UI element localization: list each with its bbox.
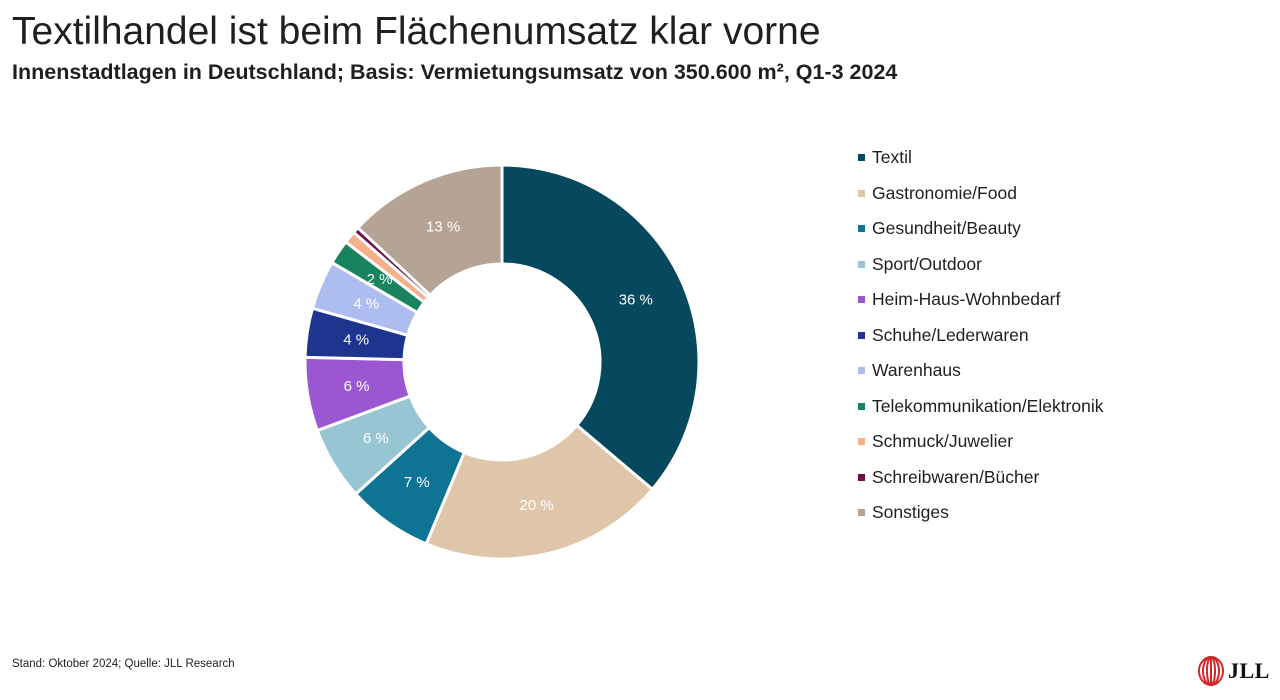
legend-item-textil: Textil bbox=[858, 140, 1104, 176]
legend-label: Gesundheit/Beauty bbox=[872, 218, 1021, 239]
legend-item-heim-haus-wohnbedarf: Heim-Haus-Wohnbedarf bbox=[858, 282, 1104, 318]
slice-textil bbox=[500, 163, 701, 492]
legend-label: Gastronomie/Food bbox=[872, 182, 1017, 203]
legend-swatch bbox=[858, 367, 865, 375]
legend-swatch bbox=[858, 509, 865, 517]
legend-item-sonstiges: Sonstiges bbox=[858, 495, 1104, 531]
legend-swatch bbox=[858, 438, 865, 446]
donut-chart: 36 % 20 % 7 % 6 % 6 % 4 % 4 % 2 % 13 % bbox=[303, 163, 701, 561]
data-label-sonstiges: 13 % bbox=[426, 218, 460, 235]
data-label-textil: 36 % bbox=[619, 291, 653, 308]
legend-swatch bbox=[858, 189, 865, 197]
jll-logo-text: JLL bbox=[1228, 658, 1270, 683]
legend-label: Schreibwaren/Bücher bbox=[872, 466, 1040, 487]
data-label-telekommunikation-elektronik: 2 % bbox=[367, 271, 393, 288]
data-label-gesundheit-beauty: 7 % bbox=[404, 474, 430, 491]
legend-label: Textil bbox=[872, 147, 912, 168]
data-label-heim-haus-wohnbedarf: 6 % bbox=[344, 378, 370, 395]
legend-label: Sport/Outdoor bbox=[872, 253, 982, 274]
legend-item-schreibwaren-b-cher: Schreibwaren/Bücher bbox=[858, 460, 1104, 496]
legend-swatch bbox=[858, 154, 865, 162]
legend-label: Telekommunikation/Elektronik bbox=[872, 395, 1104, 416]
legend-swatch bbox=[858, 225, 865, 233]
chart-title: Textilhandel ist beim Flächenumsatz klar… bbox=[12, 10, 821, 53]
legend-label: Heim-Haus-Wohnbedarf bbox=[872, 289, 1061, 310]
source-note: Stand: Oktober 2024; Quelle: JLL Researc… bbox=[12, 658, 235, 670]
legend-item-warenhaus: Warenhaus bbox=[858, 353, 1104, 389]
legend-item-telekommunikation-elektronik: Telekommunikation/Elektronik bbox=[858, 389, 1104, 425]
legend-label: Warenhaus bbox=[872, 360, 961, 381]
donut-slices bbox=[303, 163, 701, 561]
legend-label: Schuhe/Lederwaren bbox=[872, 324, 1029, 345]
jll-logo: JLL bbox=[1198, 656, 1270, 686]
legend-item-schuhe-lederwaren: Schuhe/Lederwaren bbox=[858, 318, 1104, 354]
chart-subtitle: Innenstadtlagen in Deutschland; Basis: V… bbox=[12, 60, 898, 84]
legend-label: Sonstiges bbox=[872, 502, 949, 523]
data-label-schuhe-lederwaren: 4 % bbox=[343, 331, 369, 348]
slice-sonstiges bbox=[355, 163, 504, 298]
legend-swatch bbox=[858, 473, 865, 481]
chart-legend: Textil Gastronomie/Food Gesundheit/Beauty S… bbox=[858, 140, 1104, 531]
jll-logo-icon bbox=[1198, 656, 1224, 686]
data-label-sport-outdoor: 6 % bbox=[363, 430, 389, 447]
legend-item-gesundheit-beauty: Gesundheit/Beauty bbox=[858, 211, 1104, 247]
legend-swatch bbox=[858, 296, 865, 304]
donut-data-labels: 36 % 20 % 7 % 6 % 6 % 4 % 4 % 2 % 13 % bbox=[343, 218, 653, 514]
data-label-warenhaus: 4 % bbox=[353, 296, 379, 313]
data-label-gastronomie-food: 20 % bbox=[520, 497, 554, 514]
legend-item-schmuck-juwelier: Schmuck/Juwelier bbox=[858, 424, 1104, 460]
slice-gastronomie-food bbox=[424, 423, 655, 561]
legend-swatch bbox=[858, 402, 865, 410]
legend-label: Schmuck/Juwelier bbox=[872, 431, 1014, 452]
legend-swatch bbox=[858, 331, 865, 339]
legend-item-gastronomie-food: Gastronomie/Food bbox=[858, 176, 1104, 212]
legend-swatch bbox=[858, 260, 865, 268]
legend-item-sport-outdoor: Sport/Outdoor bbox=[858, 247, 1104, 283]
